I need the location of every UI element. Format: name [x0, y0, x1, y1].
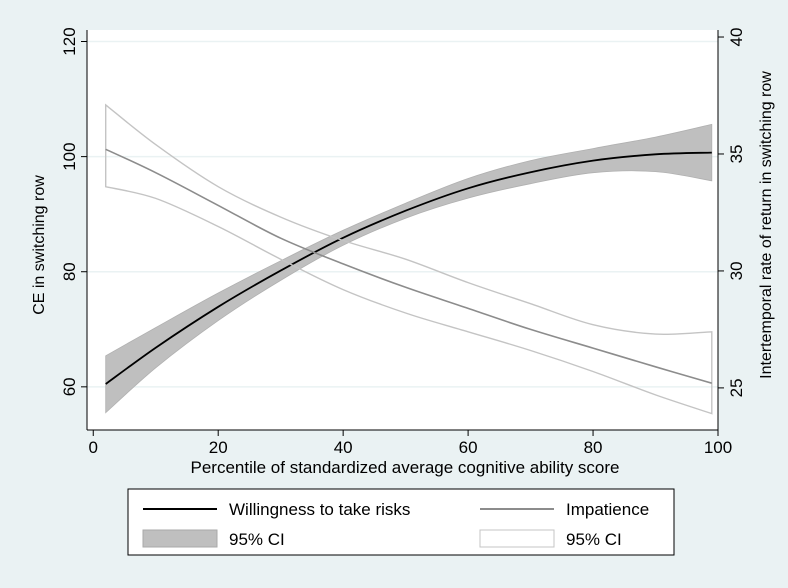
y-right-tick-label-25: 25 — [727, 378, 746, 397]
axes: 0 20 40 60 80 100 60 80 100 120 25 30 35 40 — [60, 27, 746, 457]
legend-label-ci-filled: 95% CI — [229, 530, 285, 549]
y-right-tick-label-40: 40 — [727, 28, 746, 47]
series-line-risk — [105, 151, 712, 385]
x-tick-label-80: 80 — [584, 438, 603, 457]
legend: Willingness to take risks Impatience 95%… — [127, 488, 675, 556]
x-axis-title: Percentile of standardized average cogni… — [190, 458, 619, 477]
y-right-tick-label-35: 35 — [727, 145, 746, 164]
y-axis-title-right: Intertemporal rate of return in switchin… — [758, 71, 775, 379]
legend-box — [127, 488, 675, 556]
legend-label-impatience: Impatience — [566, 500, 649, 519]
ci-band-risk — [105, 123, 713, 414]
y-left-tick-label-120: 120 — [60, 27, 79, 55]
x-tick-label-0: 0 — [89, 438, 98, 457]
ci-bands — [105, 123, 713, 414]
x-tick-label-40: 40 — [334, 438, 353, 457]
legend-symbol-ci-outline — [479, 529, 555, 548]
series-lines — [105, 103, 713, 415]
legend-symbol-ci-filled — [142, 529, 218, 548]
x-tick-label-60: 60 — [459, 438, 478, 457]
x-tick-label-20: 20 — [209, 438, 228, 457]
ci-band-outline-impatience — [105, 103, 713, 415]
series-line-impatience — [105, 148, 713, 384]
y-axis-title-left: CE in switching row — [31, 175, 48, 315]
plot-area — [87, 30, 718, 430]
legend-label-ci-outline: 95% CI — [566, 530, 622, 549]
y-left-tick-label-100: 100 — [60, 142, 79, 170]
legend-label-risk: Willingness to take risks — [229, 500, 410, 519]
y-left-tick-label-80: 80 — [60, 262, 79, 281]
y-left-tick-label-60: 60 — [60, 377, 79, 396]
y-right-tick-label-30: 30 — [727, 261, 746, 280]
x-tick-label-100: 100 — [704, 438, 732, 457]
